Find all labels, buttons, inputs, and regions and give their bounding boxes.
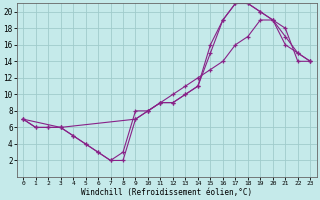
X-axis label: Windchill (Refroidissement éolien,°C): Windchill (Refroidissement éolien,°C): [81, 188, 252, 197]
